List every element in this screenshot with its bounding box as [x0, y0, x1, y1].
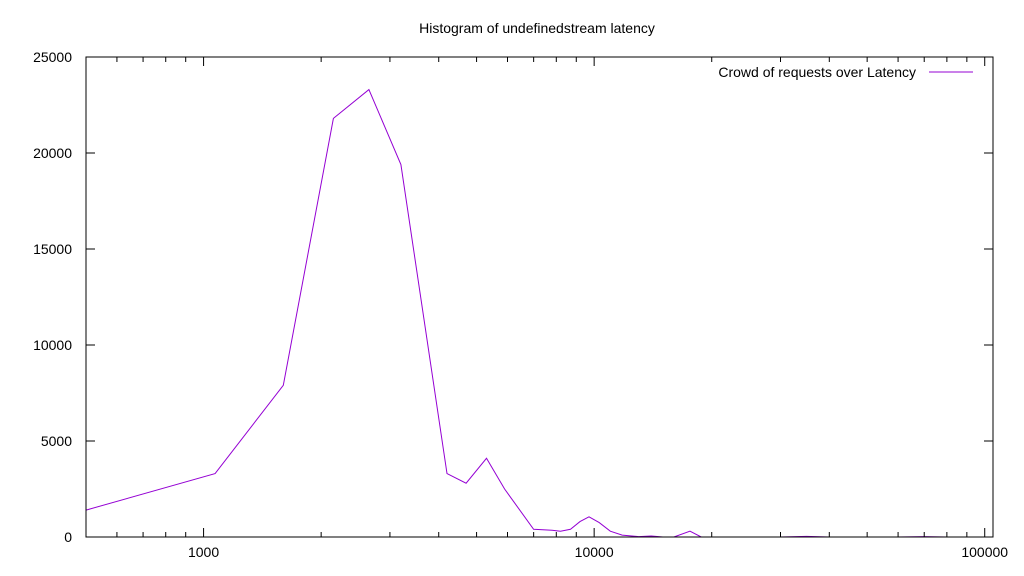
- plot-frame: [85, 56, 994, 538]
- y-tick-label: 25000: [33, 49, 72, 65]
- y-tick-label: 20000: [33, 145, 72, 161]
- chart-title: Histogram of undefinedstream latency: [419, 20, 655, 36]
- legend-label: Crowd of requests over Latency: [718, 64, 916, 80]
- plot-content: [85, 88, 967, 538]
- y-tick-label: 5000: [41, 433, 72, 449]
- y-tick-label: 10000: [33, 337, 72, 353]
- x-tick-label: 1000: [188, 544, 219, 560]
- y-tick-label: 0: [64, 529, 72, 545]
- series-line-0: [85, 88, 967, 538]
- x-tick-label: 10000: [575, 544, 614, 560]
- axis-ticks: 0 5000 10000 15000 20000 25000 1000 10000 100000: [33, 49, 1008, 560]
- x-tick-label: 100000: [961, 544, 1008, 560]
- legend: Crowd of requests over Latency: [718, 64, 973, 80]
- y-tick-label: 15000: [33, 241, 72, 257]
